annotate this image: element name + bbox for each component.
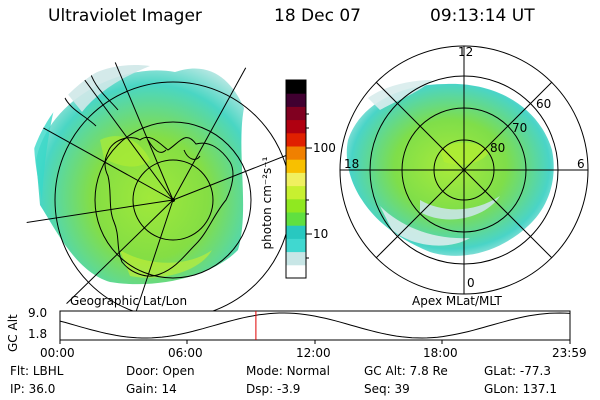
param-gc-alt: GC Alt: 7.8 Re — [364, 364, 448, 378]
mlat-label-60: 60 — [536, 97, 552, 111]
mlt-label-noon: 12 — [458, 45, 474, 59]
altitude-timeline — [59, 310, 571, 344]
param-mode: Mode: Normal — [246, 364, 330, 378]
colorbar-unit-label: photon cm⁻²s⁻¹ — [260, 156, 274, 250]
colorbar-segment — [286, 80, 306, 94]
colorbar-segment — [286, 198, 306, 213]
magnetic-image — [339, 45, 589, 295]
colorbar-segment — [286, 225, 306, 239]
colorbar-unit-wrap: photon cm⁻²s⁻¹ — [252, 156, 274, 256]
param-glat: GLat: -77.3 — [484, 364, 551, 378]
mlt-label-dusk: 18 — [344, 157, 360, 171]
colorbar-segment — [286, 212, 306, 226]
timeline-xtick-2359: 23:59 — [552, 346, 587, 360]
colorbar-tick-10: 10 — [313, 227, 329, 241]
colorbar-segment — [286, 119, 306, 134]
image-time: 09:13:14 UT — [430, 6, 535, 26]
colorbar-segment — [286, 159, 306, 173]
altitude-curve — [59, 312, 571, 339]
antarctica-coastline — [104, 136, 234, 277]
colorbar-segment — [286, 106, 306, 121]
colorbar-segment — [286, 146, 306, 160]
mlat-label-70: 70 — [512, 121, 528, 135]
colorbar-segment — [286, 172, 306, 187]
mlat-label-80: 80 — [490, 141, 506, 155]
colorbar-segment — [286, 238, 306, 253]
geographic-image — [25, 50, 325, 350]
param-gain: Gain: 14 — [126, 382, 177, 396]
timeline-xtick-0000: 00:00 — [40, 346, 75, 360]
colorbar-segment — [286, 264, 306, 279]
param-glon: GLon: 137.1 — [484, 382, 557, 396]
timeline-xtick-1200: 12:00 — [296, 346, 331, 360]
timeline-xtick-0600: 06:00 — [168, 346, 203, 360]
param-filter: Flt: LBHL — [10, 364, 64, 378]
timeline-ylabel: GC Alt — [6, 314, 20, 352]
colorbar-segment — [286, 251, 306, 266]
param-door: Door: Open — [126, 364, 195, 378]
right-panel-caption: Apex MLat/MLT — [412, 294, 502, 308]
image-date: 18 Dec 07 — [274, 6, 361, 26]
instrument-title: Ultraviolet Imager — [48, 6, 202, 26]
colorbar-tick-100: 100 — [313, 141, 336, 155]
param-seq: Seq: 39 — [364, 382, 410, 396]
mlt-label-midnight: 0 — [467, 276, 475, 290]
timeline-ytick-high: 9.0 — [28, 306, 48, 320]
mlt-label-dawn: 6 — [577, 157, 585, 171]
colorbar-segment — [286, 185, 306, 200]
colorbar-segment — [286, 93, 306, 107]
param-dsp: Dsp: -3.9 — [246, 382, 301, 396]
timeline-ytick-low: 1.8 — [28, 327, 48, 341]
timeline-xtick-1800: 18:00 — [423, 346, 458, 360]
colorbar — [285, 79, 312, 279]
colorbar-segment — [286, 132, 306, 147]
param-ip: IP: 36.0 — [10, 382, 56, 396]
left-panel-caption: Geographic Lat/Lon — [70, 294, 188, 308]
pole-marker — [171, 198, 175, 202]
